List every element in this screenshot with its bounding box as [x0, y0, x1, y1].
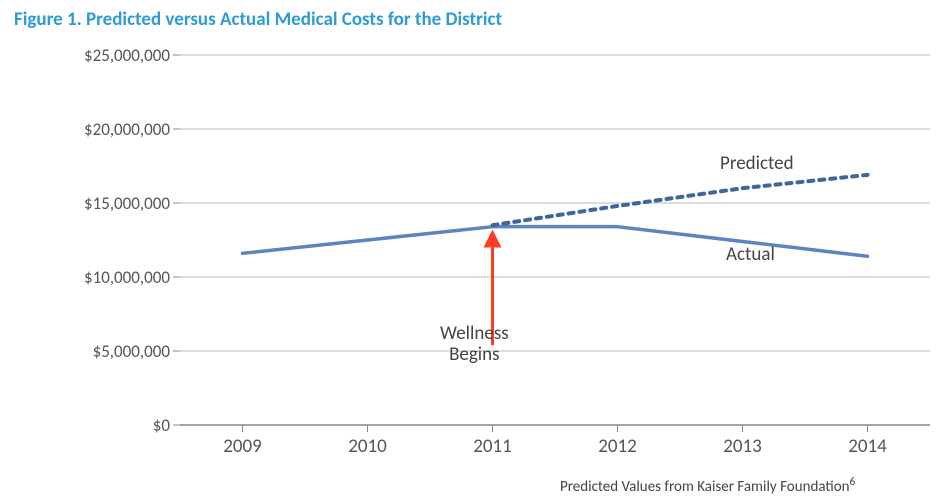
y-tick-label: $25,000,000	[50, 45, 170, 66]
footnote-text: Predicted Values from Kaiser Family Foun…	[560, 478, 850, 496]
x-tick-label: 2010	[328, 435, 408, 458]
wellness-begins-label: WellnessBegins	[440, 324, 509, 366]
y-tick-label: $0	[50, 415, 170, 436]
y-tick-label: $20,000,000	[50, 119, 170, 140]
y-tick-label: $15,000,000	[50, 193, 170, 214]
y-tick-label: $5,000,000	[50, 341, 170, 362]
predicted-line	[493, 175, 868, 225]
predicted-line-label: Predicted	[720, 152, 794, 175]
actual-line-label: Actual	[726, 243, 775, 266]
x-tick-label: 2011	[453, 435, 533, 458]
x-tick-label: 2014	[828, 435, 908, 458]
footnote: Predicted Values from Kaiser Family Foun…	[560, 475, 855, 496]
x-tick-label: 2012	[578, 435, 658, 458]
x-tick-label: 2009	[203, 435, 283, 458]
x-tick-label: 2013	[703, 435, 783, 458]
y-tick-label: $10,000,000	[50, 267, 170, 288]
figure-container: { "title": { "text": "Figure 1. Predicte…	[0, 0, 950, 503]
footnote-sup: 6	[850, 475, 856, 489]
